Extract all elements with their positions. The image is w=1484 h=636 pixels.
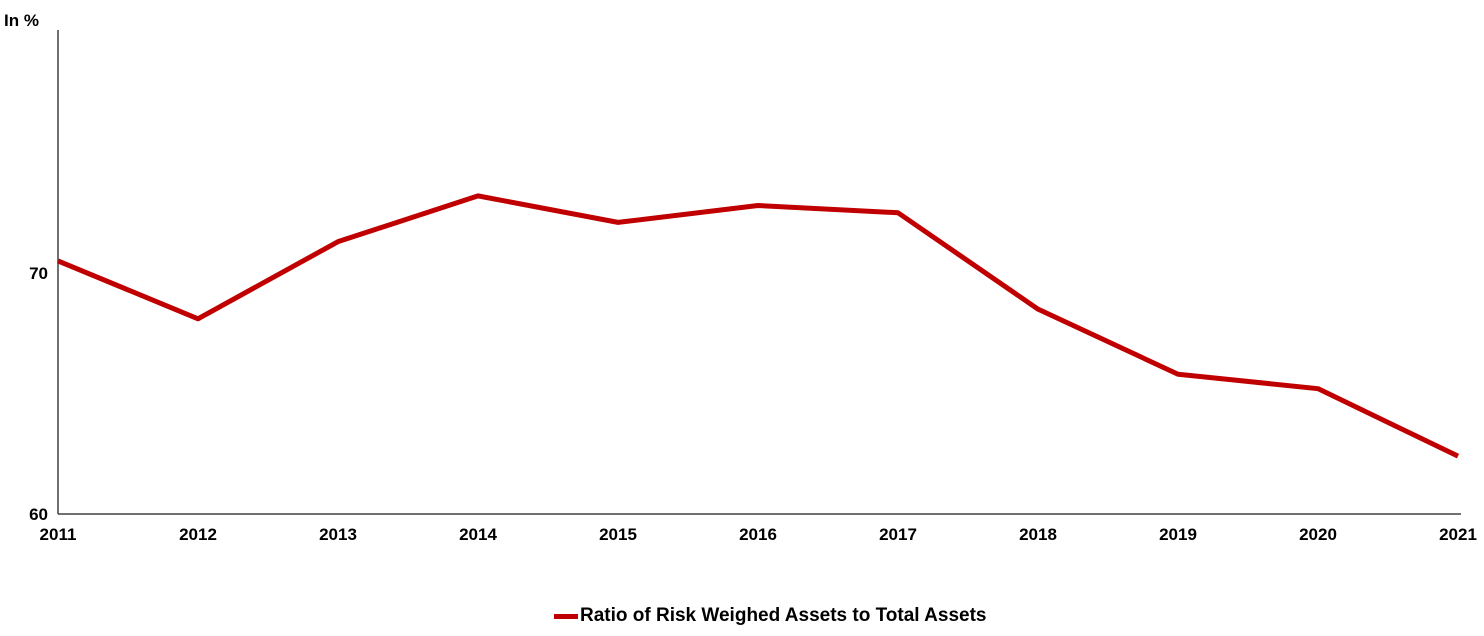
x-tick-label: 2015	[599, 525, 637, 544]
x-tick-label: 2013	[319, 525, 357, 544]
y-tick-label: 70	[29, 264, 48, 283]
legend: Ratio of Risk Weighed Assets to Total As…	[554, 603, 986, 629]
x-tick-label: 2019	[1159, 525, 1197, 544]
legend-line-swatch	[554, 613, 578, 619]
series-line	[57, 193, 1460, 459]
x-tick-label: 2016	[739, 525, 777, 544]
x-tick-label: 2018	[1019, 525, 1057, 544]
x-tick-label: 2017	[879, 525, 917, 544]
x-tick-label: 2020	[1299, 525, 1337, 544]
x-tick-label: 2021	[1439, 525, 1477, 544]
legend-label: Ratio of Risk Weighed Assets to Total As…	[580, 605, 987, 626]
x-tick-label: 2011	[40, 525, 77, 544]
x-tick-label: 2012	[179, 525, 217, 544]
x-tick-label: 2014	[459, 525, 497, 544]
y-axis-unit-label: In %	[4, 11, 39, 30]
y-tick-label: 60	[29, 505, 48, 524]
